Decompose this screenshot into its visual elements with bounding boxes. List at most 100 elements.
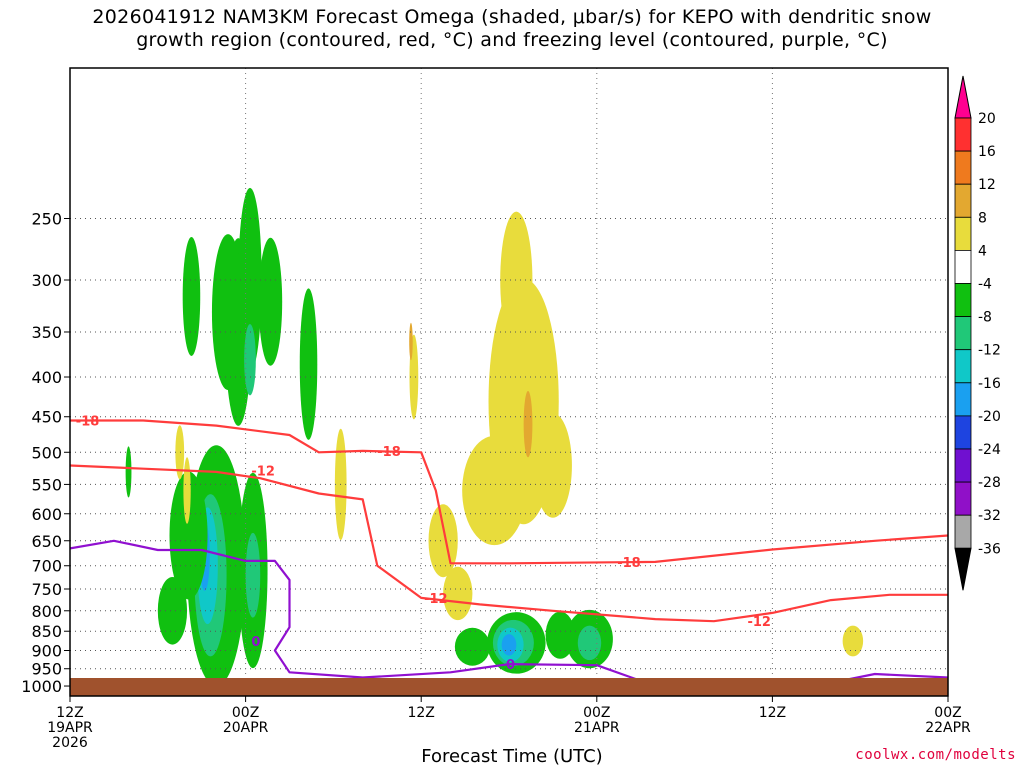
- omega-blob-31: [409, 322, 413, 361]
- x-tick-label-0-1: 19APR: [47, 720, 93, 736]
- y-tick-label-800: 800: [31, 602, 62, 621]
- omega-shading: [125, 187, 864, 687]
- terrain-band: [70, 678, 948, 696]
- x-tick-label-4-0: 12Z: [759, 705, 786, 721]
- colorbar-swatch-12: [954, 481, 972, 516]
- contour-label-0: -18: [76, 414, 100, 429]
- y-tick-label-300: 300: [31, 271, 62, 290]
- x-tick-label-1-1: 20APR: [223, 720, 269, 736]
- title-line-2: growth region (contoured, red, °C) and f…: [136, 29, 888, 51]
- contour-line-1: [70, 464, 948, 623]
- x-tick-label-3-0: 00Z: [583, 705, 610, 721]
- omega-blob-14: [157, 576, 188, 645]
- y-tick-label-250: 250: [31, 210, 62, 229]
- colorbar-swatch-2: [954, 150, 972, 185]
- colorbar-label-13: -36: [978, 541, 1001, 557]
- omega-blob-21: [577, 625, 602, 661]
- colorbar-swatch-11: [954, 448, 972, 483]
- colorbar-bottom-arrow: [954, 547, 972, 591]
- contour-labels: -18-12-18-12-18-12000: [76, 414, 771, 697]
- omega-blob-22: [545, 611, 575, 659]
- x-tick-label-5-0: 00Z: [934, 705, 961, 721]
- colorbar-swatch-4: [954, 216, 972, 251]
- colorbar-label-8: -16: [978, 376, 1001, 392]
- x-tick-label-5-1: 22APR: [925, 720, 971, 736]
- plot-frame: [69, 67, 949, 697]
- colorbar-label-3: 8: [978, 210, 987, 226]
- omega-blob-29: [523, 391, 533, 458]
- colorbar-label-12: -32: [978, 508, 1001, 524]
- y-tick-label-400: 400: [31, 368, 62, 387]
- colorbar-label-10: -24: [978, 442, 1001, 458]
- colorbar-swatch-9: [954, 382, 972, 417]
- y-tick-label-600: 600: [31, 505, 62, 524]
- omega-blob-35: [175, 425, 185, 480]
- contour-line-0: [70, 419, 948, 565]
- y-tick-label-750: 750: [31, 580, 62, 599]
- colorbar-top-arrow: [954, 75, 972, 119]
- colorbar-label-2: 12: [978, 177, 996, 193]
- colorbar-swatch-6: [954, 283, 972, 317]
- colorbar-swatch-last: [954, 514, 972, 549]
- colorbar-swatch-8: [954, 349, 972, 384]
- omega-blob-1: [211, 234, 245, 391]
- y-tick-label-1000: 1000: [21, 677, 62, 696]
- y-tick-label-500: 500: [31, 443, 62, 462]
- y-tick-label-350: 350: [31, 323, 62, 342]
- y-tick-label-700: 700: [31, 557, 62, 576]
- x-tick-label-3-1: 21APR: [574, 720, 620, 736]
- omega-blob-4: [182, 236, 201, 356]
- omega-blob-26: [462, 435, 527, 546]
- contour-label-2: -18: [377, 445, 401, 460]
- x-tick-label-0-2: 2026: [52, 735, 88, 751]
- y-tick-label-450: 450: [31, 408, 62, 427]
- colorbar-swatch-10: [954, 415, 972, 450]
- site-credit: coolwx.com/modelts: [855, 747, 1016, 763]
- colorbar-label-11: -28: [978, 475, 1001, 491]
- y-tick-label-950: 950: [31, 660, 62, 679]
- colorbar-swatch-7: [954, 316, 972, 351]
- colorbar-swatch-1: [954, 117, 972, 152]
- contour-label-5: -12: [747, 615, 771, 630]
- omega-blob-13: [169, 471, 208, 600]
- colorbar-label-1: 16: [978, 144, 996, 160]
- omega-blob-2: [238, 187, 262, 373]
- omega-blob-36: [183, 457, 191, 524]
- omega-blob-27: [533, 413, 572, 518]
- colorbar-label-5: -4: [978, 277, 992, 293]
- omega-blob-33: [443, 566, 473, 621]
- y-axis-ticks: 2503003504004505005506006507007508008509…: [21, 210, 70, 696]
- chart-title: 2026041912 NAM3KM Forecast Omega (shaded…: [0, 6, 1024, 52]
- x-tick-label-2-0: 12Z: [407, 705, 434, 721]
- omega-blob-12: [245, 532, 261, 618]
- colorbar-label-4: 4: [978, 243, 987, 259]
- omega-blob-6: [299, 288, 318, 440]
- colorbar: 20 16 12 8 4 -4 -8 -12 -16 -20 -24 -28 -32 -36: [954, 75, 1001, 591]
- x-axis-label: Forecast Time (UTC): [421, 746, 603, 767]
- omega-blob-34: [842, 625, 864, 657]
- omega-blob-23: [454, 627, 490, 666]
- omega-blob-5: [258, 237, 283, 366]
- contour-label-4: -18: [617, 556, 641, 571]
- title-line-1: 2026041912 NAM3KM Forecast Omega (shaded…: [92, 6, 932, 28]
- colorbar-swatch-3: [954, 183, 972, 218]
- colorbar-label-0: 20: [978, 111, 996, 127]
- omega-blob-15: [125, 446, 132, 498]
- y-tick-label-900: 900: [31, 641, 62, 660]
- y-tick-label-550: 550: [31, 475, 62, 494]
- colorbar-label-6: -8: [978, 310, 992, 326]
- omega-blob-25: [500, 211, 533, 349]
- contour-label-6: 0: [251, 635, 260, 650]
- colorbar-label-7: -12: [978, 343, 1001, 359]
- omega-blob-19: [501, 634, 517, 656]
- contour-label-3: -12: [424, 592, 448, 607]
- y-tick-label-650: 650: [31, 532, 62, 551]
- contour-label-7: 0: [506, 658, 515, 673]
- omega-blob-28: [428, 504, 458, 578]
- y-tick-label-850: 850: [31, 622, 62, 641]
- omega-blob-3: [244, 324, 256, 396]
- x-tick-label-1-0: 00Z: [232, 705, 259, 721]
- colorbar-swatch-5: [954, 249, 972, 284]
